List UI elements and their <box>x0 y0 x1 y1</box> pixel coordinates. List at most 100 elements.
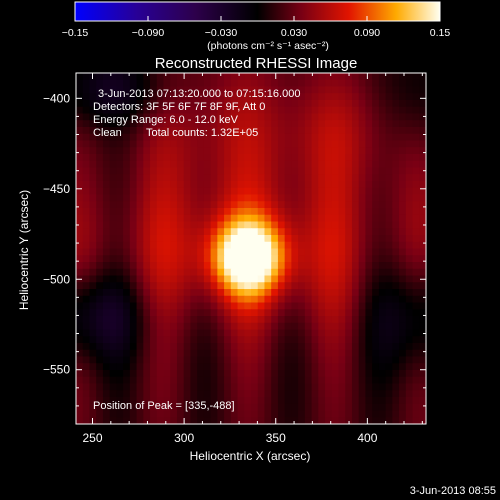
heatmap-cell <box>217 201 225 209</box>
heatmap-cell <box>331 187 339 195</box>
heatmap-cell <box>351 133 360 141</box>
heatmap-cell <box>156 93 164 101</box>
heatmap-cell <box>102 86 111 94</box>
heatmap-cell <box>345 262 353 270</box>
heatmap-cell <box>338 113 346 121</box>
heatmap-cell <box>143 336 151 344</box>
heatmap-cell <box>338 106 346 114</box>
heatmap-cell <box>129 113 138 121</box>
heatmap-cell <box>190 336 198 344</box>
heatmap-cell <box>102 174 111 182</box>
heatmap-cell <box>277 201 286 209</box>
heatmap-cell <box>143 268 151 276</box>
heatmap-cell <box>405 160 414 168</box>
heatmap-cell <box>102 133 111 141</box>
heatmap-cell <box>143 194 151 202</box>
heatmap-cell <box>277 363 286 371</box>
heatmap-cell <box>372 309 380 317</box>
heatmap-cell <box>230 147 239 155</box>
heatmap-cell <box>230 397 239 405</box>
heatmap-cell <box>203 275 212 283</box>
heatmap-cell <box>150 241 158 249</box>
heatmap-cell <box>150 221 158 229</box>
heatmap-cell <box>338 181 346 189</box>
heatmap-cell <box>291 295 299 303</box>
heatmap-cell <box>257 100 265 108</box>
heatmap-cell <box>129 133 138 141</box>
heatmap-cell <box>82 376 90 384</box>
heatmap-cell <box>116 349 124 357</box>
heatmap-cell <box>143 343 151 351</box>
heatmap-cell <box>405 194 414 202</box>
heatmap-cell <box>392 221 400 229</box>
heatmap-cell <box>399 194 407 202</box>
heatmap-cell <box>170 133 178 141</box>
heatmap-cell <box>412 73 420 81</box>
heatmap-cell <box>163 154 171 162</box>
heatmap-cell <box>230 127 239 135</box>
heatmap-cell <box>102 140 111 148</box>
heatmap-cell <box>176 268 185 276</box>
heatmap-cell <box>224 93 232 101</box>
heatmap-cell <box>277 160 286 168</box>
heatmap-cell <box>338 248 346 256</box>
heatmap-cell <box>277 356 286 364</box>
heatmap-cell <box>224 160 232 168</box>
heatmap-cell <box>291 120 299 128</box>
heatmap-cell <box>102 194 111 202</box>
heatmap-cell <box>351 147 360 155</box>
heatmap-cell <box>237 174 245 182</box>
heatmap-cell <box>82 140 90 148</box>
heatmap-cell <box>318 160 326 168</box>
heatmap-cell <box>311 201 319 209</box>
heatmap-cell <box>331 417 339 425</box>
heatmap-cell <box>378 417 387 425</box>
heatmap-cell <box>277 154 286 162</box>
heatmap-cell <box>150 133 158 141</box>
heatmap-cell <box>82 397 90 405</box>
heatmap-cell <box>399 86 407 94</box>
heatmap-cell <box>136 113 144 121</box>
heatmap-cell <box>358 106 366 114</box>
heatmap-cell <box>224 410 232 418</box>
heatmap-cell <box>405 181 414 189</box>
heatmap-cell <box>217 241 225 249</box>
heatmap-cell <box>244 397 252 405</box>
heatmap-cell <box>150 93 158 101</box>
heatmap-cell <box>412 140 420 148</box>
heatmap-cell <box>176 262 185 270</box>
heatmap-cell <box>392 282 400 290</box>
heatmap-cell <box>331 302 339 310</box>
heatmap-cell <box>210 181 218 189</box>
heatmap-cell <box>385 127 393 135</box>
heatmap-cell <box>230 113 239 121</box>
heatmap-cell <box>298 295 306 303</box>
heatmap-cell <box>150 262 158 270</box>
chart-title: Reconstructed RHESSI Image <box>155 55 358 72</box>
heatmap-cell <box>190 133 198 141</box>
heatmap-cell <box>156 241 164 249</box>
heatmap-cell <box>89 235 97 243</box>
heatmap-cell <box>392 343 400 351</box>
heatmap-cell <box>109 127 117 135</box>
heatmap-cell <box>257 275 265 283</box>
heatmap-cell <box>277 322 286 330</box>
heatmap-cell <box>392 100 400 108</box>
heatmap-cell <box>304 282 313 290</box>
heatmap-cell <box>365 376 373 384</box>
heatmap-cell <box>311 113 319 121</box>
heatmap-cell <box>230 181 239 189</box>
heatmap-cell <box>170 127 178 135</box>
heatmap-cell <box>331 86 339 94</box>
heatmap-cell <box>392 336 400 344</box>
heatmap-cell <box>345 201 353 209</box>
heatmap-cell <box>365 329 373 337</box>
heatmap-cell <box>257 228 265 236</box>
heatmap-cell <box>89 248 97 256</box>
heatmap-cell <box>298 417 306 425</box>
heatmap-cell <box>197 73 205 81</box>
heatmap-cell <box>230 120 239 128</box>
heatmap-cell <box>76 390 84 398</box>
heatmap-cell <box>419 235 427 243</box>
heatmap-cell <box>358 403 366 411</box>
